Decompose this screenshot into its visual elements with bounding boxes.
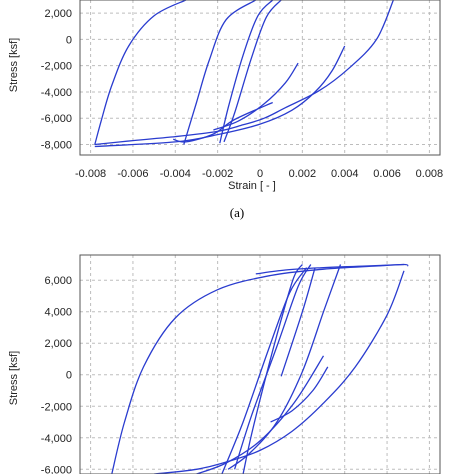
- y-tick-label: 6,000: [44, 275, 72, 287]
- x-tick-label: 0.002: [289, 168, 317, 180]
- x-tick-label: -0.006: [117, 168, 148, 180]
- hysteresis-series-b-7: [196, 355, 325, 474]
- y-axis-label-b: Stress [ksf]: [8, 351, 20, 405]
- hysteresis-series-b-2: [154, 270, 405, 474]
- hysteresis-series-a-2: [94, 0, 394, 146]
- x-tick-label: 0: [257, 168, 263, 180]
- hysteresis-curves-a: [94, 0, 394, 148]
- x-tick-label: -0.008: [75, 168, 106, 180]
- hysteresis-series-a-4: [183, 0, 257, 145]
- y-axis-label-a: Stress [ksf]: [8, 38, 20, 92]
- hysteresis-curves-b: [111, 263, 409, 474]
- hysteresis-series-b-6: [227, 264, 342, 470]
- plot-frame-b: [79, 254, 441, 474]
- hysteresis-series-b-9: [233, 264, 312, 470]
- y-tick-label: -6,000: [41, 464, 72, 474]
- chart-panel-b: 6,000 4,000 2,000 0 -2,000 -4,000 -6,000 Stres…: [8, 254, 441, 474]
- y-tick-label: 2,000: [44, 338, 72, 350]
- hysteresis-series-b-3: [255, 263, 405, 275]
- hysteresis-series-a-7: [213, 62, 299, 131]
- hysteresis-series-b-8: [221, 267, 308, 474]
- hysteresis-series-a-3: [94, 45, 346, 148]
- y-tick-label: -8,000: [41, 139, 72, 151]
- y-tick-label: 0: [66, 34, 72, 46]
- panel-label-a: (a): [230, 205, 244, 220]
- y-tick-label: -6,000: [41, 113, 72, 125]
- hysteresis-series-b-4: [242, 264, 303, 474]
- y-tick-label: 4,000: [44, 307, 72, 319]
- x-tick-label: 0.004: [331, 168, 359, 180]
- y-tick-label: 0: [66, 370, 72, 382]
- hysteresis-series-a-8: [223, 0, 282, 143]
- x-tick-label: 0.008: [416, 168, 444, 180]
- x-axis-label-a: Strain [ - ]: [228, 180, 276, 192]
- hysteresis-series-a-6: [219, 0, 274, 144]
- x-tick-label: -0.004: [160, 168, 191, 180]
- chart-panel-a: -0.008 -0.006 -0.004 -0.002 0 0.002 0.004 0.006…: [8, 0, 443, 220]
- x-tick-label: -0.002: [202, 168, 233, 180]
- hysteresis-series-a-5: [172, 101, 273, 143]
- hysteresis-series-b-10: [280, 267, 316, 377]
- plot-frame-a: [79, 0, 441, 156]
- y-tick-label: -2,000: [41, 401, 72, 413]
- y-tick-label: -2,000: [41, 61, 72, 73]
- y-tick-label: -4,000: [41, 87, 72, 99]
- y-tick-label: 2,000: [44, 8, 72, 20]
- x-tick-label: 0.006: [373, 168, 401, 180]
- hysteresis-series-a-1: [94, 0, 187, 145]
- y-tick-label: -4,000: [41, 433, 72, 445]
